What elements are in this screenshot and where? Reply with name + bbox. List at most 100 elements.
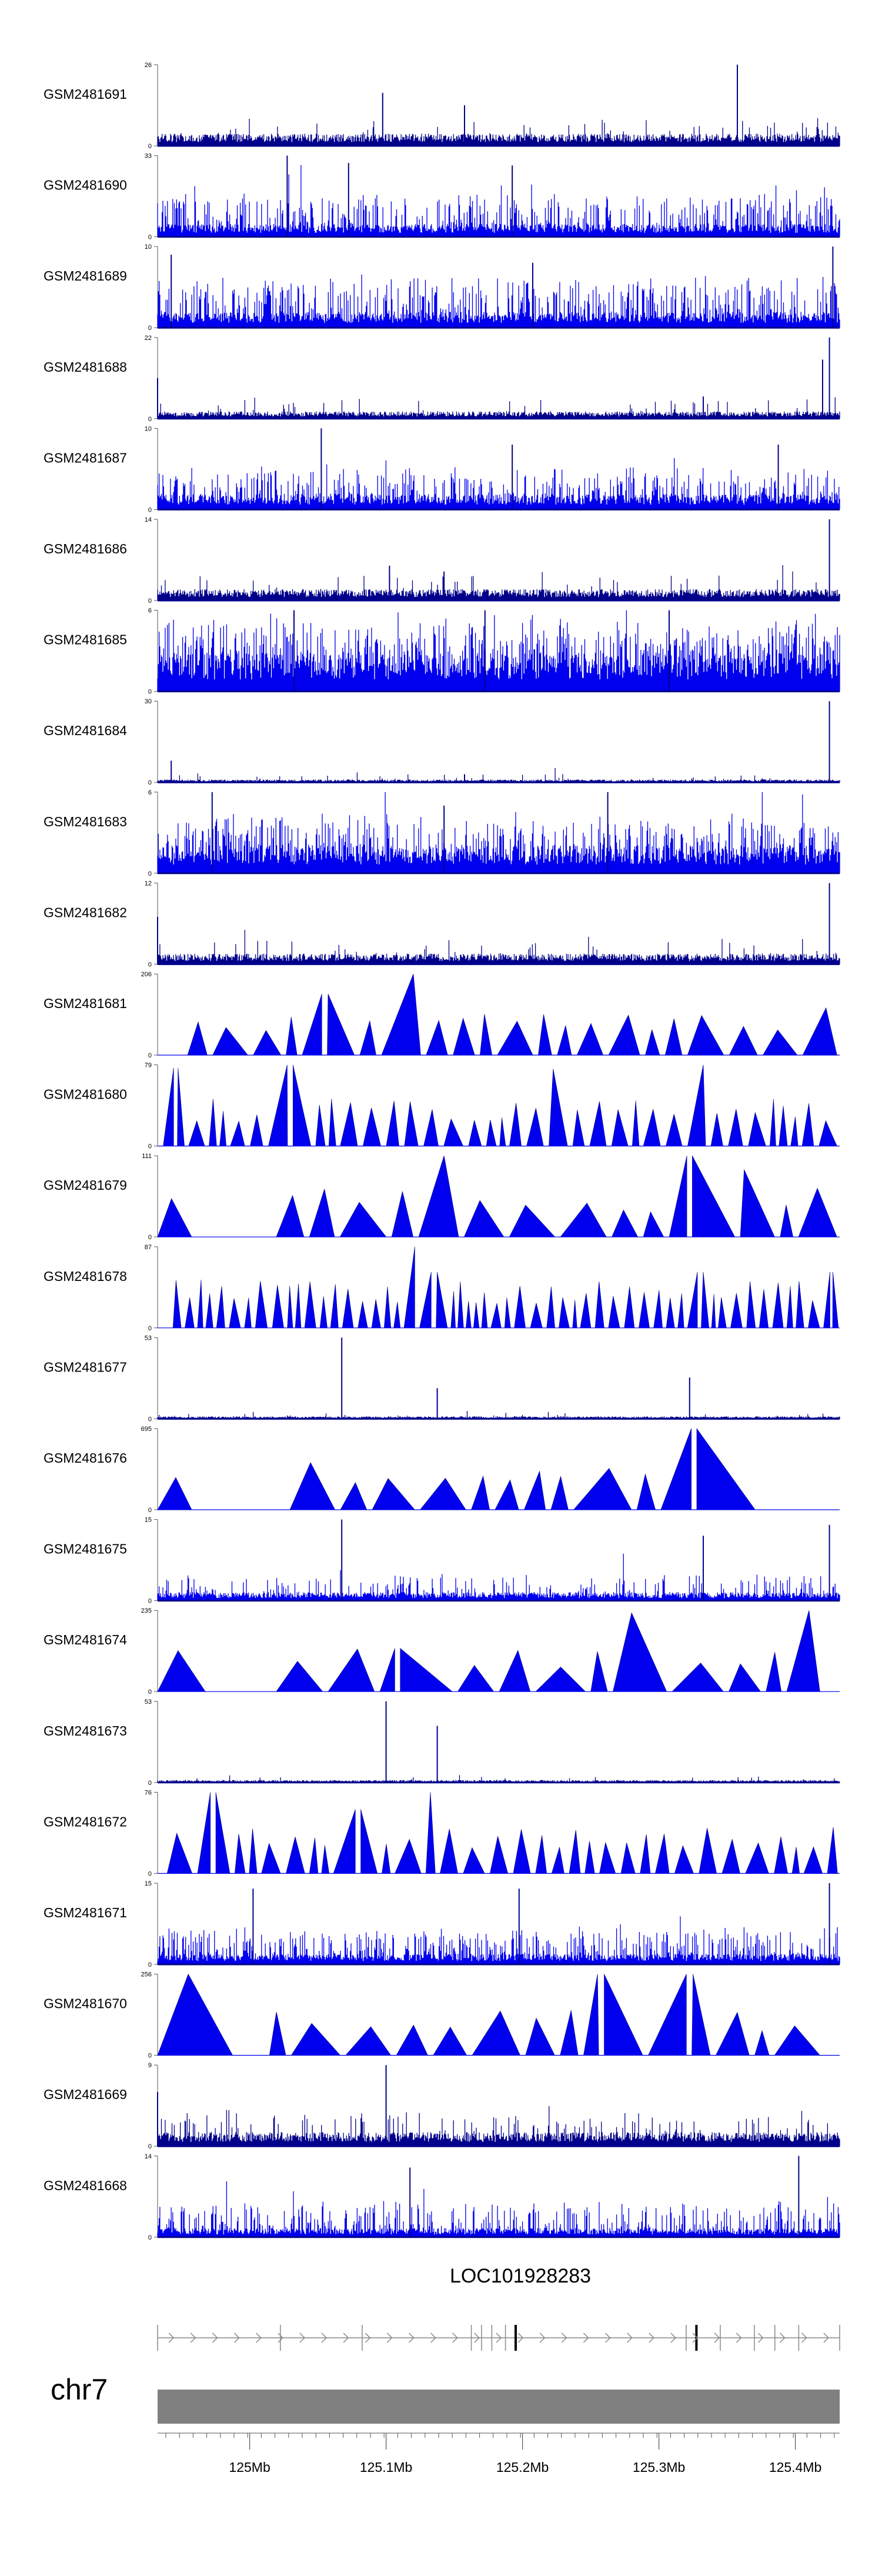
coverage-peak: [309, 1837, 319, 1874]
strand-arrow-icon: [780, 2333, 786, 2343]
coverage-peak: [746, 1281, 756, 1329]
coverage-peak: [613, 1612, 667, 1692]
coverage-peak: [235, 1834, 246, 1874]
coverage-peak: [711, 1294, 716, 1329]
coverage-peak: [359, 1020, 376, 1056]
coverage-peak: [549, 1069, 568, 1146]
track-GSM2481685: GSM2481685 6 0: [44, 608, 840, 696]
track-GSM2481676: GSM2481676 695 0: [44, 1426, 840, 1514]
coverage-peak: [269, 2011, 286, 2056]
coverage-peak: [701, 1272, 710, 1329]
coverage-peak: [699, 1828, 717, 1874]
coverage-peak: [798, 1187, 837, 1237]
track-label: GSM2481681: [44, 996, 127, 1011]
coverage-peak: [666, 1114, 683, 1146]
y-tick-label-max: 6: [148, 789, 152, 796]
strand-arrow-icon: [714, 2333, 720, 2343]
coverage-peak: [450, 1291, 456, 1329]
coverage-peak: [443, 1118, 464, 1146]
coverage-peak: [177, 1067, 185, 1146]
coverage-peak: [674, 1845, 694, 1874]
coverage-peak: [715, 2011, 750, 2056]
coverage-peak: [327, 994, 355, 1056]
strand-arrow-icon: [649, 2333, 654, 2343]
strand-arrow-icon: [823, 2333, 829, 2343]
y-tick-label-min: 0: [148, 1961, 152, 1968]
strand-arrow-icon: [474, 2333, 480, 2343]
coverage-peak: [295, 1283, 302, 1329]
track-GSM2481669: GSM2481669 9 0: [44, 2062, 840, 2150]
coverage-peak: [360, 1809, 378, 1874]
track-label: GSM2481683: [44, 814, 127, 829]
coverage-peak: [827, 1827, 838, 1874]
track-GSM2481683: GSM2481683 6 0: [44, 789, 840, 877]
coverage-peak: [315, 1105, 326, 1146]
coverage-peak: [287, 1286, 293, 1329]
coverage-peak: [535, 1666, 586, 1692]
coverage-peak: [436, 1272, 448, 1329]
strand-arrow-icon: [583, 2333, 589, 2343]
track-GSM2481680: GSM2481680 79 0: [44, 1062, 840, 1150]
y-tick-label-min: 0: [148, 506, 152, 513]
y-tick-label-min: 0: [148, 961, 152, 968]
coverage-peak: [580, 1293, 592, 1329]
chromosome-band: [158, 2390, 840, 2424]
coverage-peak: [328, 1099, 336, 1146]
coverage-peak: [403, 1246, 415, 1329]
coverage-peak: [729, 1663, 761, 1692]
strand-arrow-icon: [627, 2333, 633, 2343]
coverage-peak: [229, 1298, 241, 1329]
coverage-peak: [645, 1029, 660, 1056]
track-GSM2481686: GSM2481686 14 0: [44, 516, 840, 605]
coverage-peak: [779, 1106, 788, 1146]
y-tick-label-max: 76: [145, 1789, 152, 1796]
coverage-peak: [640, 1834, 651, 1874]
track-label: GSM2481670: [44, 1996, 127, 2011]
coverage-peak: [569, 1830, 581, 1874]
coverage-peak: [321, 1845, 330, 1874]
coverage-peak: [481, 1292, 488, 1329]
coverage-peak: [748, 1112, 766, 1146]
coverage-peak: [440, 1828, 458, 1874]
coverage-peak: [468, 1120, 482, 1146]
coverage-peak: [371, 1299, 381, 1329]
coverage-peak: [608, 1015, 640, 1056]
y-tick-label-max: 695: [141, 1426, 152, 1433]
track-label: GSM2481671: [44, 1905, 127, 1920]
y-tick-label-min: 0: [148, 870, 152, 877]
coverage-peak: [289, 1462, 336, 1510]
track-label: GSM2481669: [44, 2087, 127, 2102]
coverage-peak: [721, 1838, 740, 1874]
coverage-peak: [472, 2010, 521, 2056]
coverage-peak: [497, 1020, 533, 1056]
strand-arrow-icon: [321, 2333, 328, 2343]
strand-arrow-icon: [365, 2333, 371, 2343]
coverage-peak: [490, 1303, 502, 1329]
y-tick-label-max: 10: [145, 243, 152, 251]
coverage-peak: [808, 1300, 820, 1329]
y-tick-label-min: 0: [148, 1689, 152, 1696]
coverage-peak: [333, 1809, 356, 1874]
y-tick-label-max: 53: [145, 1334, 152, 1342]
coverage-peak: [687, 1015, 724, 1056]
coverage-peak: [636, 1473, 656, 1510]
coverage-bars: [157, 2106, 840, 2147]
y-tick-label-min: 0: [148, 689, 152, 696]
coverage-peak: [339, 1202, 387, 1237]
coverage-peak: [599, 1841, 616, 1874]
track-label: GSM2481682: [44, 905, 127, 920]
coverage-peak: [769, 1099, 776, 1146]
coverage-peak: [163, 1067, 174, 1146]
strand-arrow-icon: [190, 2333, 196, 2343]
track-GSM2481690: GSM2481690 33 0: [44, 153, 840, 241]
coverage-peak: [250, 1115, 263, 1146]
strand-arrow-icon: [561, 2333, 567, 2343]
chromosome-ideogram: chr7: [51, 2373, 840, 2424]
strand-arrow-icon: [517, 2333, 524, 2343]
coverage-peak: [157, 1973, 233, 2056]
coverage-bars: [157, 397, 840, 419]
coverage-peak: [710, 1113, 723, 1146]
coverage-peak: [276, 1661, 323, 1692]
coverage-peak: [457, 1281, 464, 1329]
coverage-peak: [426, 1019, 448, 1056]
